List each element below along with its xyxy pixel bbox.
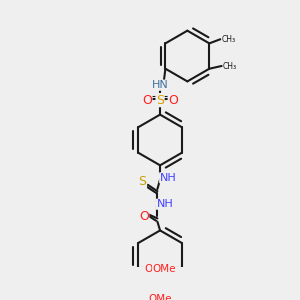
Text: NH: NH <box>157 199 173 209</box>
Text: O: O <box>142 94 152 106</box>
Text: OMe: OMe <box>153 265 176 275</box>
Text: O: O <box>168 94 178 106</box>
Text: NH: NH <box>160 173 176 183</box>
Text: OMe: OMe <box>148 294 172 300</box>
Text: O: O <box>139 210 149 223</box>
Text: S: S <box>156 94 164 106</box>
Text: CH₃: CH₃ <box>221 35 236 44</box>
Text: HN: HN <box>152 80 168 90</box>
Text: OMe: OMe <box>144 265 167 275</box>
Text: CH₃: CH₃ <box>223 61 237 70</box>
Text: S: S <box>139 175 146 188</box>
